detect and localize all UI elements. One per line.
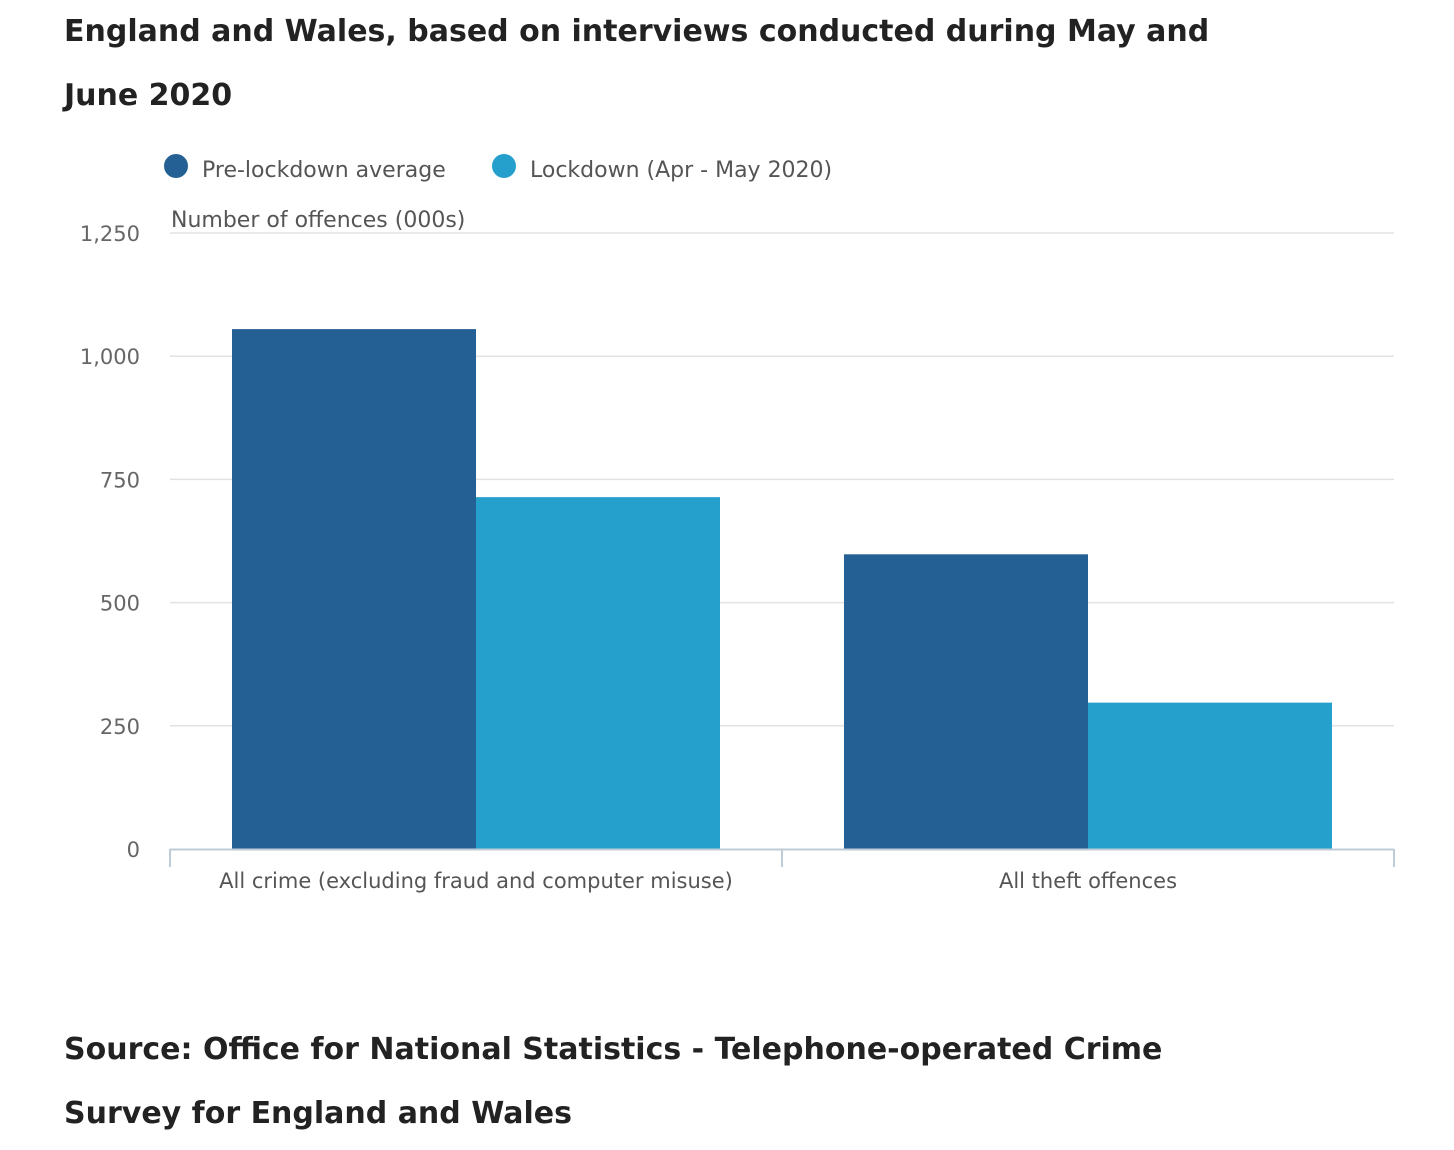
legend-label-0: Pre-lockdown average [202, 158, 446, 183]
legend: Pre-lockdown average Lockdown (Apr - May … [164, 154, 832, 183]
y-tick-label-0: 0 [127, 838, 140, 862]
x-category-label-1: All theft offences [999, 869, 1177, 893]
y-axis-ticks: 0 250 500 750 1,000 1,250 [80, 222, 140, 862]
bars [232, 329, 1332, 849]
chart-subtitle: England and Wales, based on interviews c… [64, 14, 1210, 113]
y-tick-label-2: 500 [100, 592, 140, 616]
y-tick-label-5: 1,250 [80, 222, 140, 246]
legend-label-1: Lockdown (Apr - May 2020) [530, 158, 832, 183]
y-tick-label-3: 750 [100, 468, 140, 492]
bar-0-1 [476, 497, 720, 849]
x-category-label-0: All crime (excluding fraud and computer … [219, 869, 733, 893]
legend-marker-0 [164, 154, 188, 178]
y-tick-label-4: 1,000 [80, 345, 140, 369]
bar-0-0 [232, 329, 476, 849]
legend-marker-1 [492, 154, 516, 178]
source-note: Source: Office for National Statistics -… [64, 1032, 1163, 1131]
bar-1-0 [844, 554, 1088, 849]
x-axis: All crime (excluding fraud and computer … [169, 848, 1395, 893]
bar-1-1 [1088, 702, 1332, 849]
y-axis-title: Number of offences (000s) [171, 208, 465, 233]
y-tick-label-1: 250 [100, 715, 140, 739]
